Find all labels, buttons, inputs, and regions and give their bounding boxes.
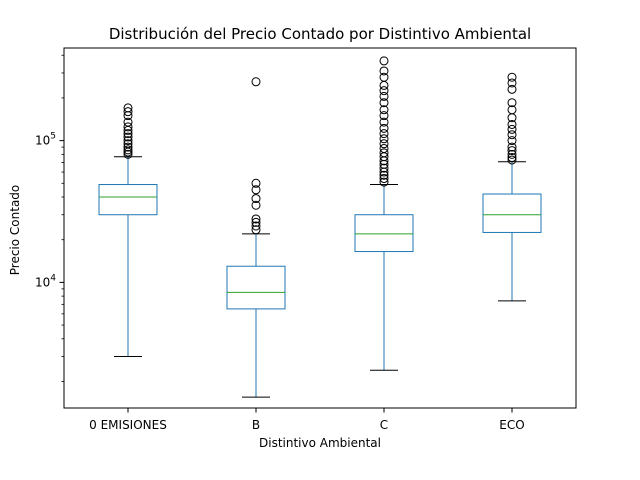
outlier-point	[507, 119, 517, 129]
outlier-point	[379, 123, 389, 133]
y-axis-label: Precio Contado	[8, 185, 22, 276]
outlier-point	[379, 86, 389, 96]
x-tick-label: ECO	[499, 418, 524, 432]
outlier-point	[507, 130, 517, 140]
outlier-point	[123, 139, 133, 149]
iqr-box	[482, 193, 542, 233]
outlier-point	[507, 98, 517, 108]
iqr-box	[98, 184, 158, 216]
outlier-point	[251, 77, 261, 87]
outlier-point	[507, 78, 517, 88]
x-tick-label: B	[252, 418, 260, 432]
y-tick-label: 104	[35, 273, 56, 289]
outlier-point	[251, 185, 261, 195]
outlier-point	[507, 72, 517, 82]
box-group	[482, 72, 542, 302]
outlier-point	[379, 91, 389, 101]
outlier-point	[507, 149, 517, 159]
iqr-box	[226, 265, 286, 310]
outlier-point	[507, 105, 517, 115]
outlier-point	[507, 155, 517, 165]
outlier-point	[123, 107, 133, 117]
outlier-point	[379, 177, 389, 187]
plot-area	[98, 56, 542, 398]
outlier-point	[251, 221, 261, 231]
outlier-point	[123, 145, 133, 155]
outlier-point	[379, 56, 389, 66]
outlier-point	[123, 122, 133, 132]
outlier-point	[251, 225, 261, 235]
outlier-point	[379, 174, 389, 184]
outlier-point	[123, 136, 133, 146]
outlier-point	[123, 142, 133, 152]
box-group	[98, 103, 158, 358]
outlier-point	[379, 134, 389, 144]
outlier-point	[507, 136, 517, 146]
outlier-point	[379, 66, 389, 76]
chart-title: Distribución del Precio Contado por Dist…	[109, 25, 531, 43]
axes-frame	[63, 47, 577, 409]
outlier-point	[251, 200, 261, 210]
outlier-point	[379, 139, 389, 149]
outlier-point	[251, 217, 261, 227]
outlier-point	[379, 148, 389, 158]
outlier-point	[379, 170, 389, 180]
outlier-point	[123, 103, 133, 113]
iqr-box	[354, 214, 414, 253]
outlier-point	[379, 117, 389, 127]
outlier-point	[379, 111, 389, 121]
outlier-point	[123, 132, 133, 142]
y-tick-label: 105	[35, 132, 56, 148]
outlier-point	[379, 163, 389, 173]
outlier-point	[379, 105, 389, 115]
outlier-point	[507, 153, 517, 163]
outlier-point	[507, 142, 517, 152]
outlier-point	[123, 129, 133, 139]
outlier-point	[507, 124, 517, 134]
x-tick-label: 0 EMISIONES	[89, 418, 167, 432]
outlier-point	[251, 194, 261, 204]
box-group	[226, 77, 286, 398]
outlier-point	[123, 149, 133, 159]
x-axis-label: Distintivo Ambiental	[259, 436, 381, 450]
outlier-point	[379, 72, 389, 82]
outlier-point	[251, 178, 261, 188]
outlier-point	[507, 146, 517, 156]
outlier-point	[507, 84, 517, 94]
outlier-point	[123, 117, 133, 127]
box-group	[354, 56, 414, 371]
outlier-point	[251, 214, 261, 224]
x-tick-label: C	[380, 418, 388, 432]
outlier-point	[379, 143, 389, 153]
outlier-point	[379, 98, 389, 108]
outlier-point	[379, 129, 389, 139]
